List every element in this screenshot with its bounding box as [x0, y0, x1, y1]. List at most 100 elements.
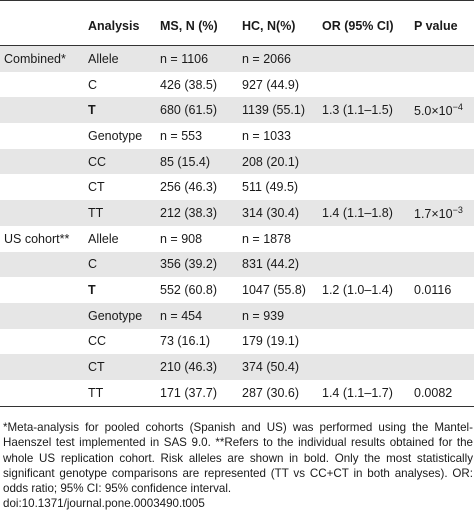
- header-p-value: P value: [410, 0, 474, 46]
- cell-hc: n = 2066: [238, 45, 318, 72]
- cell-hc: n = 939: [238, 302, 318, 329]
- cell-analysis: TT: [84, 200, 156, 226]
- cell-p-value: 5.0×10−4: [410, 97, 474, 124]
- cell-hc: 179 (19.1): [242, 334, 299, 349]
- cell-p-value: [410, 302, 474, 329]
- cell-group: [0, 277, 84, 303]
- cell-ms: 356 (39.2): [156, 251, 238, 278]
- cell-p-value: [410, 148, 474, 175]
- cell-p-value: 1.7×10−3: [410, 200, 474, 226]
- footnote-text: *Meta-analysis for pooled cohorts (Spani…: [3, 421, 473, 496]
- cell-analysis: T: [84, 97, 156, 124]
- cell-group: [0, 200, 84, 226]
- cell-hc: 831 (44.2): [238, 251, 318, 278]
- cell-or: [318, 302, 410, 329]
- cell-analysis: CC: [84, 148, 156, 175]
- cell-analysis: CT: [88, 180, 105, 195]
- cell-p-value: [410, 329, 474, 355]
- cell-or: 1.4 (1.1–1.7): [318, 379, 410, 407]
- cell-analysis: T: [88, 283, 96, 298]
- cell-analysis: CT: [84, 354, 156, 380]
- cell-hc: 208 (20.1): [238, 148, 318, 175]
- cell-or: 1.4 (1.1–1.8): [318, 200, 410, 226]
- cell-ms: n = 908: [160, 231, 203, 246]
- cell-analysis: Genotype: [84, 302, 156, 329]
- cell-or: [318, 148, 410, 175]
- cell-ms: 171 (37.7): [156, 379, 238, 407]
- cell-group: [0, 302, 84, 329]
- table-row: US cohort** Allele n = 908 n = 1878: [0, 226, 474, 252]
- table-row: Combined* Allele n = 1106 n = 2066: [0, 45, 474, 72]
- cell-or: [318, 251, 410, 278]
- table-row: C 356 (39.2) 831 (44.2): [0, 251, 474, 278]
- cell-ms: 256 (46.3): [160, 180, 217, 195]
- cell-ms: 680 (61.5): [156, 97, 238, 124]
- p-value-exponent: −3: [452, 204, 463, 215]
- cell-or: 1.2 (1.0–1.4): [322, 283, 393, 298]
- cell-p-value: 0.0082: [410, 379, 474, 407]
- cell-ms: 426 (38.5): [160, 77, 217, 92]
- cell-group: [0, 123, 84, 149]
- cell-p-value: [410, 251, 474, 278]
- cell-ms: 85 (15.4): [156, 148, 238, 175]
- cell-hc: 1139 (55.1): [238, 97, 318, 124]
- cell-p-value: [410, 72, 474, 98]
- table-row: TT 212 (38.3) 314 (30.4) 1.4 (1.1–1.8) 1.7×1…: [0, 200, 474, 226]
- table-footnote: *Meta-analysis for pooled cohorts (Spani…: [3, 420, 473, 512]
- cell-analysis: C: [88, 77, 98, 92]
- cell-group: [0, 379, 84, 407]
- results-table: Analysis MS, N (%) HC, N(%) OR (95% CI) …: [0, 0, 474, 407]
- table-row: Genotype n = 553 n = 1033: [0, 123, 474, 149]
- cell-analysis: CC: [88, 334, 107, 349]
- cell-analysis: Genotype: [88, 128, 143, 143]
- cell-p-value: [410, 123, 474, 149]
- table-row: C 426 (38.5) 927 (44.9): [0, 72, 474, 98]
- cell-analysis: C: [84, 251, 156, 278]
- cell-or: [318, 226, 410, 252]
- cell-group: [0, 97, 84, 124]
- cell-analysis: Allele: [84, 45, 156, 72]
- header-ms: MS, N (%): [156, 0, 238, 46]
- cell-hc: n = 1878: [242, 231, 292, 246]
- cell-group: [0, 329, 84, 355]
- cell-group: [0, 251, 84, 278]
- cell-group: [0, 148, 84, 175]
- cell-ms: 212 (38.3): [156, 200, 238, 226]
- cell-p-value: 0.0116: [414, 283, 452, 298]
- cell-hc: 374 (50.4): [238, 354, 318, 380]
- cell-p-value: [410, 174, 474, 200]
- table-row: CT 256 (46.3) 511 (49.5): [0, 174, 474, 200]
- table-row: T 552 (60.8) 1047 (55.8) 1.2 (1.0–1.4) 0.011…: [0, 277, 474, 303]
- footnote-doi: doi:10.1371/journal.pone.0003490.t005: [3, 497, 205, 511]
- cell-ms: 210 (46.3): [156, 354, 238, 380]
- header-hc: HC, N(%): [238, 0, 318, 46]
- cell-or: [318, 329, 410, 355]
- cell-ms: 552 (60.8): [160, 283, 217, 298]
- cell-hc: 1047 (55.8): [242, 283, 306, 298]
- cell-hc: 287 (30.6): [238, 379, 318, 407]
- p-value-exponent: −4: [452, 102, 463, 113]
- cell-p-value: [410, 45, 474, 72]
- cell-analysis: TT: [84, 379, 156, 407]
- cell-hc: 314 (30.4): [238, 200, 318, 226]
- cell-group: [0, 354, 84, 380]
- table-header-row: Analysis MS, N (%) HC, N(%) OR (95% CI) …: [0, 0, 474, 46]
- table-row: CT 210 (46.3) 374 (50.4): [0, 354, 474, 380]
- cell-ms: n = 553: [160, 128, 203, 143]
- table-row: CC 85 (15.4) 208 (20.1): [0, 148, 474, 175]
- cell-ms: 73 (16.1): [160, 334, 211, 349]
- table-row: TT 171 (37.7) 287 (30.6) 1.4 (1.1–1.7) 0.008…: [0, 379, 474, 407]
- cell-p-value: [410, 354, 474, 380]
- cell-or: [318, 72, 410, 98]
- header-analysis: Analysis: [84, 0, 156, 46]
- cell-or: 1.3 (1.1–1.5): [318, 97, 410, 124]
- cell-ms: n = 454: [156, 302, 238, 329]
- cell-p-value: [410, 226, 474, 252]
- cell-group: [0, 174, 84, 200]
- header-or: OR (95% CI): [318, 0, 410, 46]
- table-row: Genotype n = 454 n = 939: [0, 302, 474, 329]
- table-row: T 680 (61.5) 1139 (55.1) 1.3 (1.1–1.5) 5.0×1…: [0, 97, 474, 124]
- cell-or: [318, 354, 410, 380]
- cell-group: Combined*: [0, 45, 84, 72]
